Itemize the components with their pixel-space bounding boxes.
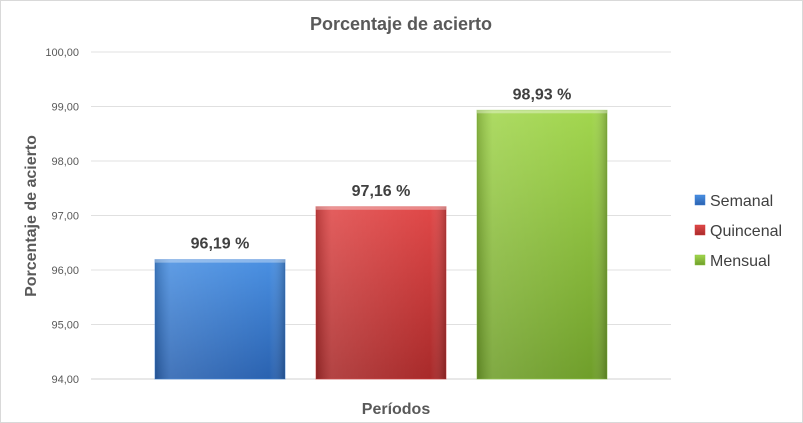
data-labels: 96,19 % 97,16 % 98,93 % [191, 86, 572, 252]
y-tick-label: 100,00 [45, 47, 79, 59]
data-label-semanal: 96,19 % [191, 236, 250, 253]
data-label-quincenal: 97,16 % [352, 183, 411, 200]
bar-highlight [155, 259, 285, 263]
y-axis-ticks: 94,00 95,00 96,00 97,00 98,00 99,00 100,00 [45, 47, 79, 386]
y-tick-label: 99,00 [51, 102, 79, 114]
data-label-mensual: 98,93 % [513, 86, 572, 103]
legend-swatch-semanal [694, 194, 706, 206]
bar-shading [477, 110, 607, 379]
bar-shading [316, 206, 446, 379]
y-tick-label: 94,00 [51, 374, 79, 386]
legend-swatch-quincenal [694, 224, 706, 236]
y-axis-title: Porcentaje de acierto [23, 135, 40, 297]
bar-shading [155, 259, 285, 379]
y-tick-label: 95,00 [51, 320, 79, 332]
legend-label-quincenal: Quincenal [710, 223, 782, 240]
legend: Semanal Quincenal Mensual [694, 193, 782, 270]
bar-highlight [316, 206, 446, 210]
y-tick-label: 98,00 [51, 156, 79, 168]
y-tick-label: 96,00 [51, 265, 79, 277]
legend-swatch-mensual [694, 254, 706, 266]
y-tick-label: 97,00 [51, 211, 79, 223]
x-axis-title: Períodos [362, 401, 431, 418]
legend-label-mensual: Mensual [710, 253, 770, 270]
legend-label-semanal: Semanal [710, 193, 773, 210]
bar-highlight [477, 110, 607, 114]
bars [154, 109, 608, 380]
chart-title: Porcentaje de acierto [310, 14, 492, 34]
